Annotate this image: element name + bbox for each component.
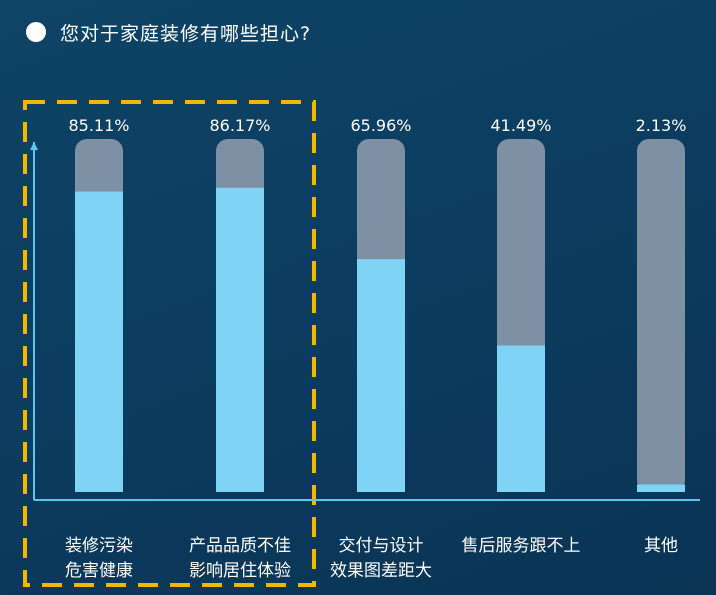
bar-value: [216, 187, 264, 493]
highlight-box: [23, 100, 316, 587]
value-label: 85.11%: [68, 116, 129, 135]
question-header: 您对于家庭装修有哪些担心?: [26, 18, 311, 46]
category-label: 售后服务跟不上: [462, 536, 581, 556]
value-label: 41.49%: [490, 116, 551, 135]
bar-track: [637, 139, 685, 492]
category-label: 影响居住体验: [189, 561, 291, 581]
category-label: 其他: [644, 536, 678, 556]
category-label: 装修污染: [65, 536, 133, 556]
value-label: 86.17%: [209, 116, 270, 135]
bar-value: [75, 191, 123, 492]
bar-value: [637, 484, 685, 492]
bar-value: [357, 259, 405, 492]
bullet-icon: [26, 22, 46, 42]
question-title: 您对于家庭装修有哪些担心?: [60, 22, 312, 45]
category-label: 效果图差距大: [330, 561, 432, 581]
category-label: 危害健康: [65, 561, 133, 581]
value-label: 65.96%: [350, 116, 411, 135]
y-axis-arrow-icon: [30, 142, 38, 150]
category-label: 交付与设计: [339, 536, 424, 556]
category-label: 产品品质不佳: [189, 536, 291, 556]
value-label: 2.13%: [636, 116, 687, 135]
bar-value: [497, 345, 545, 492]
